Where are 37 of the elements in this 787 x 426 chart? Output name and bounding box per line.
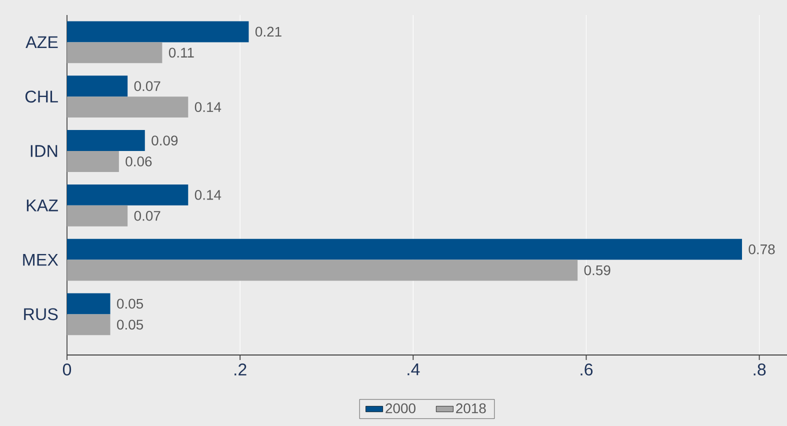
data-label: 0.05: [117, 320, 144, 330]
legend-label: 2018: [456, 403, 486, 414]
bar: [67, 184, 188, 206]
bar: [67, 151, 119, 172]
data-label: 0.06: [126, 156, 152, 166]
x-tick-label: 0: [62, 364, 72, 376]
y-tick-label: RUS: [24, 308, 58, 320]
data-label: 0.11: [168, 48, 194, 58]
bar: [67, 76, 128, 97]
x-tick-label: .4: [408, 364, 420, 376]
data-label: 0.05: [117, 298, 144, 309]
x-tick-label: .6: [580, 364, 593, 376]
bar: [67, 260, 578, 281]
bar: [67, 42, 162, 64]
bar: [67, 314, 110, 336]
data-label: 0.59: [584, 265, 610, 276]
data-label: 0.14: [194, 102, 222, 112]
bar: [67, 96, 188, 118]
data-label: 0.09: [152, 136, 178, 146]
data-label: 0.21: [255, 26, 282, 37]
bar: [67, 238, 742, 260]
data-label: 0.07: [134, 210, 160, 221]
data-label: 0.78: [748, 244, 775, 254]
y-tick-label: IDN: [30, 145, 58, 157]
bar: [67, 21, 249, 42]
bar: [67, 130, 145, 152]
data-label: 0.14: [194, 190, 222, 200]
x-tick-label: .8: [754, 364, 766, 376]
legend-label: 2000: [386, 403, 416, 414]
data-label: 0.07: [134, 81, 160, 92]
y-tick-label: AZE: [26, 36, 58, 48]
bar: [67, 293, 110, 314]
bar: [67, 205, 128, 226]
y-tick-label: CHL: [25, 90, 58, 103]
y-tick-label: MEX: [23, 254, 58, 266]
y-tick-label: KAZ: [26, 200, 58, 212]
x-tick-label: .2: [234, 364, 246, 376]
